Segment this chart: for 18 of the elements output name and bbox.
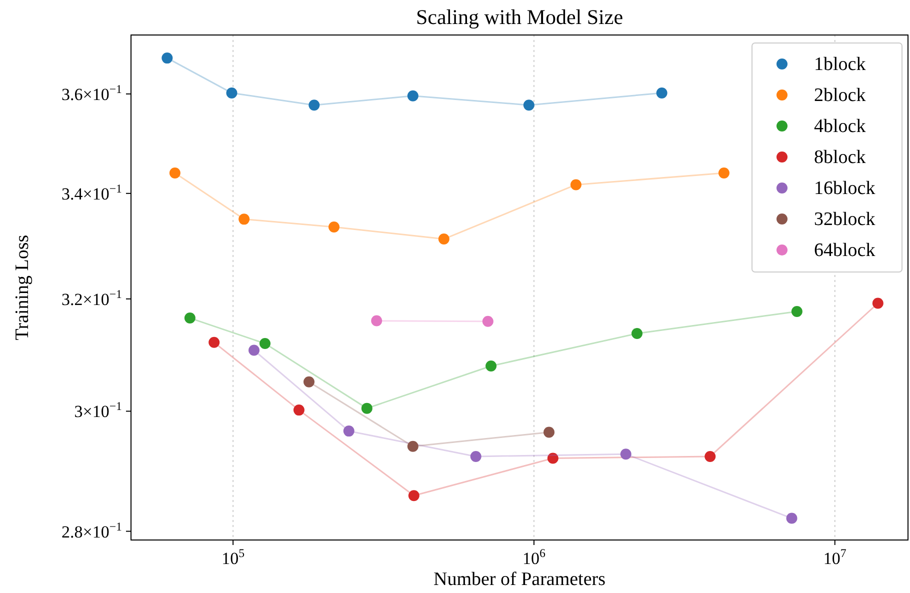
y-axis-title: Training Loss — [12, 234, 33, 340]
legend-label: 2block — [814, 85, 866, 106]
legend-label: 8block — [814, 147, 866, 168]
x-tick-label: 10$^{6}$ — [522, 546, 546, 568]
x-tick-label: 10$^{5}$ — [222, 546, 245, 568]
chart-title: Scaling with Model Size — [416, 5, 624, 29]
legend-label: 16block — [814, 178, 876, 199]
y-tick-label: 3.4×10$^{−1}$ — [62, 181, 122, 204]
x-axis-title: Number of Parameters — [434, 569, 606, 590]
legend-label: 32block — [814, 209, 876, 230]
y-tick-label: 2.8×10$^{−1}$ — [62, 519, 122, 542]
legend-label: 4block — [814, 116, 866, 137]
legend-label: 1block — [814, 54, 866, 75]
y-tick-label: 3×10$^{−1}$ — [74, 399, 122, 422]
y-tick-label: 3.6×10$^{−1}$ — [62, 82, 122, 104]
y-tick-label: 3.2×10$^{−1}$ — [62, 286, 122, 309]
legend-label: 64block — [814, 240, 876, 261]
x-tick-label: 10$^{7}$ — [823, 546, 846, 568]
